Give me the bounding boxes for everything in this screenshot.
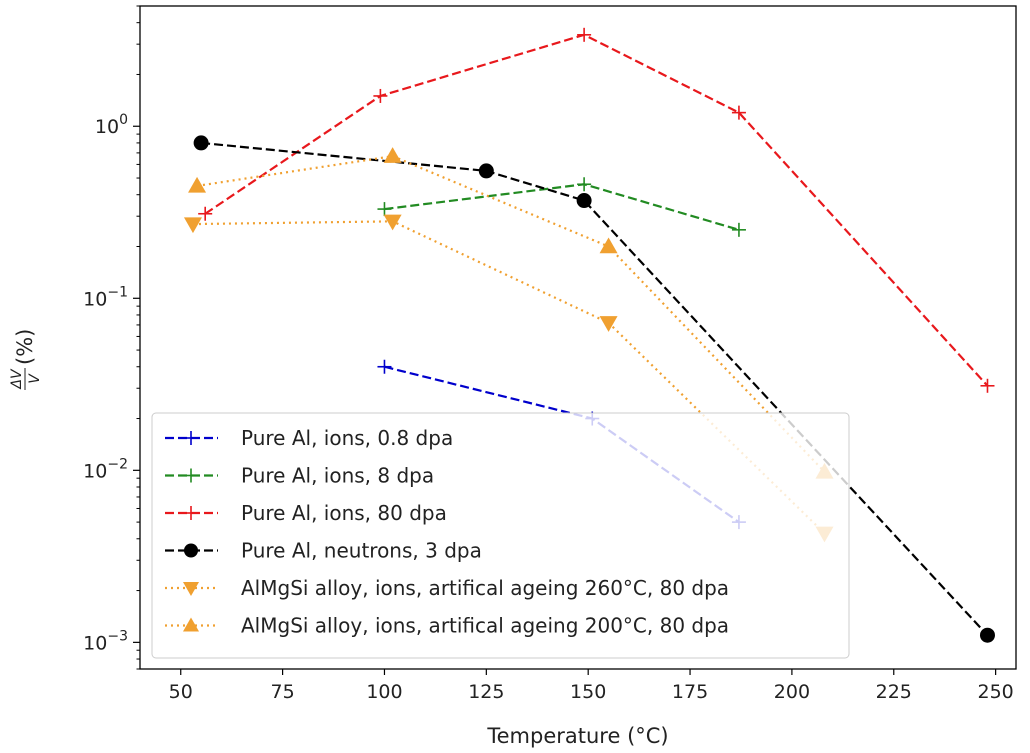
point-marker	[183, 582, 199, 596]
point-marker	[731, 222, 746, 237]
y-tick-label: 10−2	[83, 456, 128, 482]
legend-label: AlMgSi alloy, ions, artifical ageing 200…	[241, 614, 729, 638]
x-tick-label: 175	[672, 681, 708, 703]
legend-label: Pure Al, neutrons, 3 dpa	[241, 539, 482, 563]
legend-item: AlMgSi alloy, ions, artifical ageing 260…	[165, 576, 729, 600]
point-marker	[577, 177, 592, 192]
legend-item: Pure Al, ions, 80 dpa	[165, 501, 447, 525]
point-marker	[183, 617, 199, 632]
plot-frame	[139, 5, 1017, 670]
y-axis-label: ΔV V (%)	[9, 329, 43, 390]
y-axis: 10−3 10−2 10−1 100	[83, 5, 140, 670]
legend-item: AlMgSi alloy, ions, artifical ageing 200…	[165, 614, 729, 638]
point-marker	[577, 27, 592, 42]
point-marker	[383, 214, 402, 231]
point-marker	[377, 202, 392, 217]
x-tick-label: 125	[468, 681, 504, 703]
point-marker	[188, 176, 207, 193]
x-tick-label: 250	[977, 681, 1013, 703]
legend: Pure Al, ions, 0.8 dpa Pure Al, ions, 8 d…	[151, 412, 850, 659]
series-line	[384, 183, 740, 231]
point-marker	[184, 543, 198, 558]
y-tick-label: 100	[95, 112, 128, 138]
series-line	[201, 141, 989, 636]
x-axis: 50 75 100 125 150 175 200 225 250	[169, 669, 1014, 703]
series-4	[193, 135, 995, 643]
series-line	[204, 33, 989, 387]
legend-label: Pure Al, ions, 8 dpa	[241, 464, 434, 488]
y-label-numerator: ΔV	[9, 368, 25, 390]
point-marker	[183, 217, 202, 234]
point-marker	[478, 163, 494, 179]
legend-item: Pure Al, neutrons, 3 dpa	[165, 539, 482, 563]
point-marker	[731, 105, 746, 120]
x-tick-label: 150	[570, 681, 606, 703]
x-axis-label: Temperature (°C)	[486, 724, 668, 748]
series-layer	[183, 27, 995, 643]
y-label-denominator: V	[27, 373, 43, 384]
y-tick-label: 10−3	[83, 628, 128, 654]
point-marker	[599, 316, 618, 332]
x-tick-label: 50	[169, 681, 193, 703]
y-tick-label: 10−1	[83, 284, 128, 310]
point-marker	[198, 206, 213, 221]
x-tick-label: 200	[774, 681, 810, 703]
series-2	[377, 177, 746, 237]
legend-item: Pure Al, ions, 0.8 dpa	[165, 426, 453, 450]
point-marker	[184, 431, 198, 445]
legend-box	[151, 412, 850, 659]
legend-label: Pure Al, ions, 0.8 dpa	[241, 426, 453, 450]
point-marker	[184, 468, 198, 483]
legend-label: Pure Al, ions, 80 dpa	[241, 501, 447, 525]
x-tick-label: 100	[366, 681, 402, 703]
point-marker	[377, 359, 392, 374]
point-marker	[373, 88, 388, 103]
point-marker	[599, 237, 618, 254]
y-label-group: ΔV V (%)	[9, 329, 43, 390]
x-tick-label: 75	[271, 681, 295, 703]
point-marker	[576, 193, 592, 209]
point-marker	[184, 506, 198, 520]
legend-label: AlMgSi alloy, ions, artifical ageing 260…	[241, 576, 729, 600]
point-marker	[193, 135, 209, 151]
y-label-unit: (%)	[13, 329, 37, 365]
x-tick-label: 225	[876, 681, 912, 703]
legend-item: Pure Al, ions, 8 dpa	[165, 464, 434, 488]
point-marker	[383, 147, 402, 163]
point-marker	[980, 378, 995, 393]
series-3	[198, 27, 995, 393]
point-marker	[979, 627, 995, 643]
